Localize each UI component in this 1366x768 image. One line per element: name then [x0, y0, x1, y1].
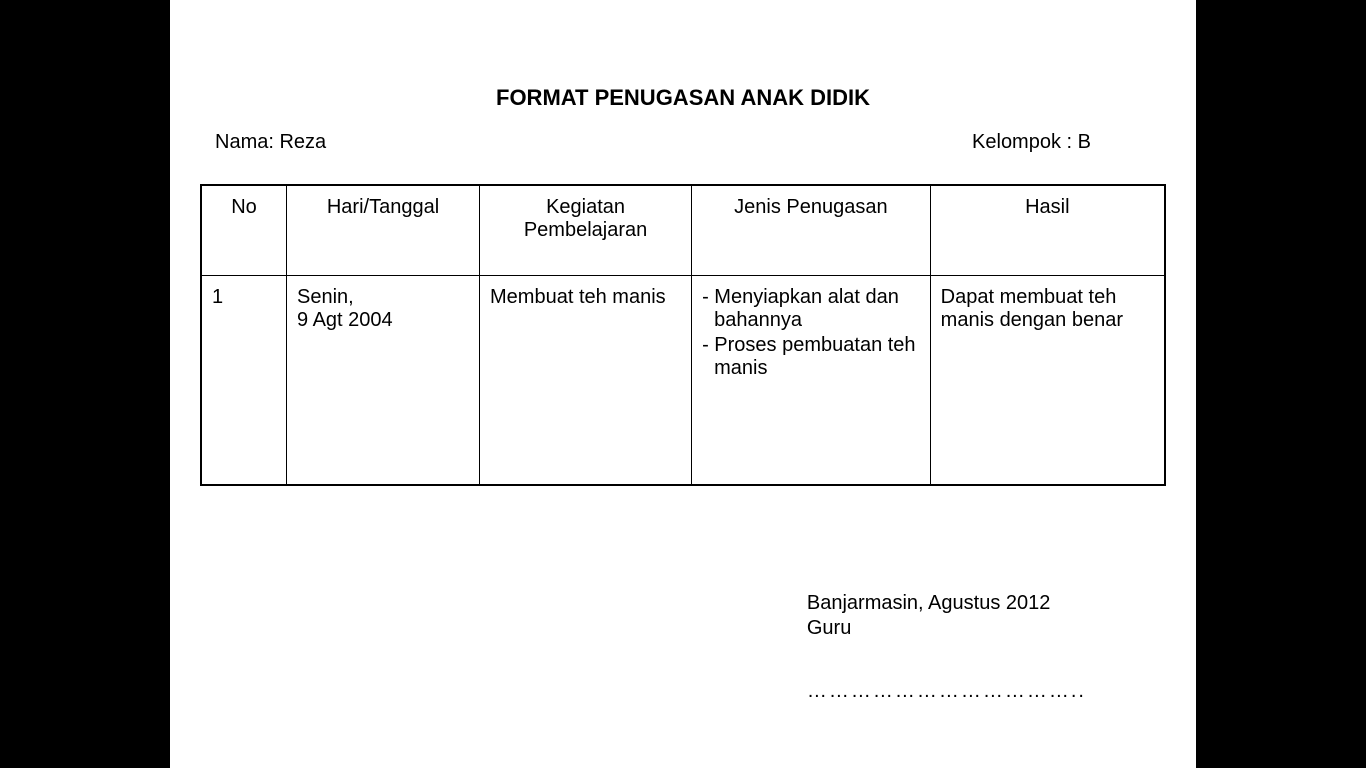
document-page: FORMAT PENUGASAN ANAK DIDIK Nama: Reza K… — [170, 0, 1196, 768]
date-line1: Senin, — [297, 286, 354, 308]
col-header-activity: Kegiatan Pembelajaran — [480, 185, 692, 275]
name-value: Reza — [279, 131, 326, 153]
group-value: B — [1078, 131, 1091, 153]
header-row: Nama: Reza Kelompok : B — [200, 131, 1166, 154]
col-header-no: No — [201, 185, 287, 275]
cell-activity: Membuat teh manis — [480, 275, 692, 485]
assignment-table: No Hari/Tanggal Kegiatan Pembelajaran Je… — [200, 184, 1166, 486]
col-header-result: Hasil — [930, 185, 1165, 275]
assignment-item-2: - Proses pembuatan teh manis — [702, 334, 920, 380]
footer-role: Guru — [807, 617, 1086, 640]
assignment-item-1: - Menyiapkan alat dan bahannya — [702, 286, 920, 332]
col-header-date: Hari/Tanggal — [287, 185, 480, 275]
signature-line: ……………………………….. — [807, 680, 1086, 703]
page-title: FORMAT PENUGASAN ANAK DIDIK — [200, 85, 1166, 111]
cell-result: Dapat membuat teh manis dengan benar — [930, 275, 1165, 485]
group-field: Kelompok : B — [972, 131, 1156, 154]
group-label: Kelompok : — [972, 131, 1072, 153]
table-row: 1 Senin, 9 Agt 2004 Membuat teh manis - … — [201, 275, 1165, 485]
table-header-row: No Hari/Tanggal Kegiatan Pembelajaran Je… — [201, 185, 1165, 275]
date-line2: 9 Agt 2004 — [297, 309, 393, 331]
footer-block: Banjarmasin, Agustus 2012 Guru ………………………… — [807, 592, 1086, 703]
cell-assignment: - Menyiapkan alat dan bahannya - Proses … — [692, 275, 931, 485]
footer-place-date: Banjarmasin, Agustus 2012 — [807, 592, 1086, 615]
cell-date: Senin, 9 Agt 2004 — [287, 275, 480, 485]
col-header-assignment: Jenis Penugasan — [692, 185, 931, 275]
cell-no: 1 — [201, 275, 287, 485]
name-label: Nama: — [215, 131, 274, 153]
name-field: Nama: Reza — [210, 131, 326, 154]
